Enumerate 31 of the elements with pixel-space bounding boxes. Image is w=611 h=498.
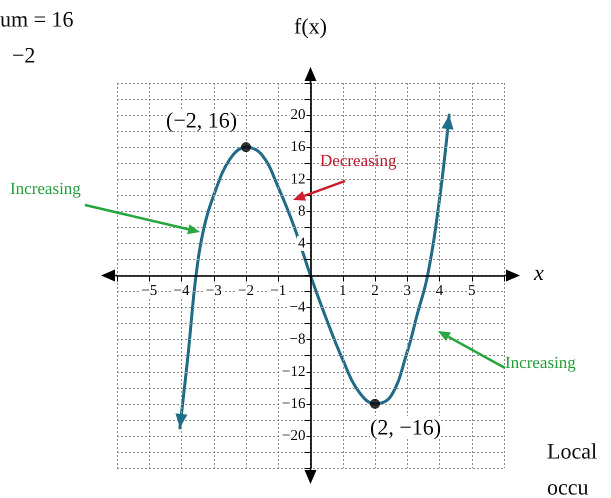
text: occu xyxy=(547,474,589,498)
annotation: Decreasing xyxy=(320,151,397,170)
x-tick-label: −2 xyxy=(238,283,254,299)
y-tick-label: 12 xyxy=(290,171,306,188)
y-tick-label: −12 xyxy=(282,364,306,380)
y-tick-label: −20 xyxy=(282,428,306,444)
y-tick-label: 8 xyxy=(298,203,306,220)
text: Increasing xyxy=(505,353,576,372)
x-tick-label: −3 xyxy=(206,283,222,299)
text: Increasing xyxy=(10,179,82,198)
annotation: (−2, 16) xyxy=(166,108,238,133)
y-tick-label: −16 xyxy=(282,396,306,412)
text: Local xyxy=(547,438,598,464)
y-axis-title: f(x) xyxy=(294,14,327,38)
x-tick-label: 1 xyxy=(339,283,346,299)
text: −2 xyxy=(12,42,36,68)
x-tick-label: −4 xyxy=(174,283,190,299)
text: um = 16 xyxy=(0,6,74,32)
x-tick-label: 3 xyxy=(404,283,411,299)
y-tick-label: 16 xyxy=(290,139,306,156)
x-tick-label: 5 xyxy=(468,283,476,299)
x-tick-label: 4 xyxy=(436,283,444,299)
x-tick-label: −1 xyxy=(270,283,286,299)
y-tick-label: 20 xyxy=(290,107,306,124)
annotation: (2, −16) xyxy=(370,414,442,440)
x-tick-label: 2 xyxy=(371,283,379,299)
y-tick-label: −4 xyxy=(290,300,306,316)
x-axis-title: x xyxy=(533,260,544,285)
y-tick-label: 4 xyxy=(298,235,306,252)
x-tick-label: −5 xyxy=(141,283,158,299)
y-tick-label: −8 xyxy=(290,332,306,348)
